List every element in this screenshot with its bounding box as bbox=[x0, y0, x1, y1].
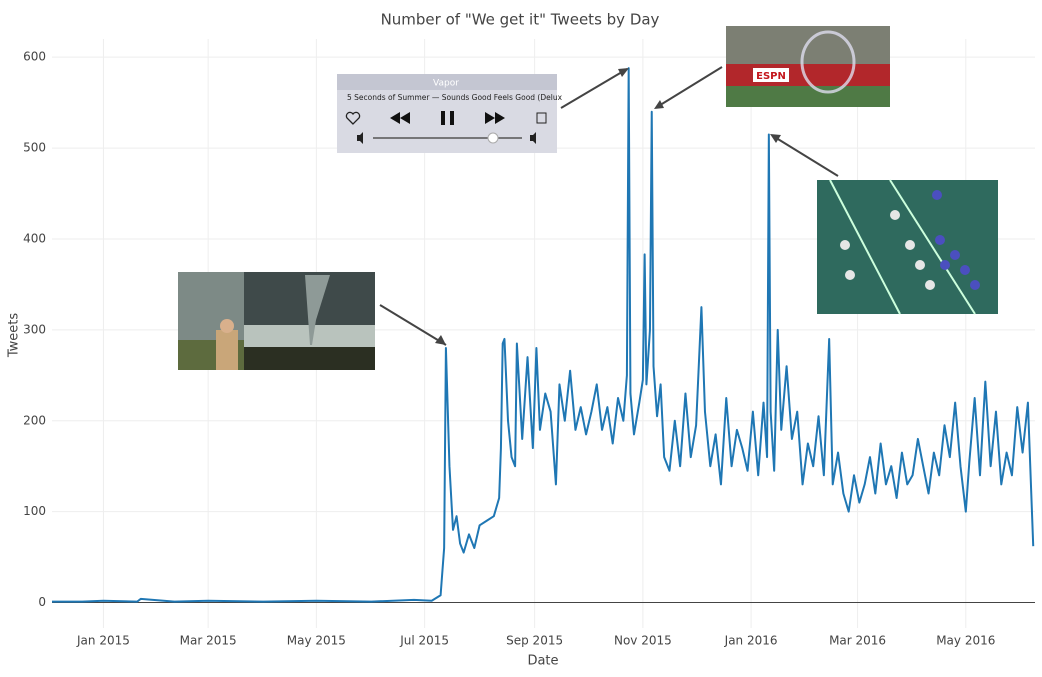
arrow bbox=[560, 68, 628, 109]
data-line bbox=[52, 67, 1035, 603]
y-tick-label: 100 bbox=[23, 504, 46, 518]
x-tick-label: Jul 2015 bbox=[399, 634, 449, 648]
espn-image: ESPN bbox=[726, 26, 890, 107]
x-tick-label: Mar 2016 bbox=[829, 634, 886, 648]
music-player-image: Vapor 5 Seconds of Summer — Sounds Good … bbox=[337, 74, 563, 153]
arrow bbox=[772, 135, 839, 177]
y-tick-label: 200 bbox=[23, 413, 46, 427]
x-tick-label: May 2015 bbox=[287, 634, 346, 648]
y-tick-label: 500 bbox=[23, 141, 46, 155]
x-tick-label: Mar 2015 bbox=[180, 634, 237, 648]
player-subtitle: 5 Seconds of Summer — Sounds Good Feels … bbox=[347, 93, 563, 102]
player-title: Vapor bbox=[433, 79, 459, 89]
tornado-image bbox=[178, 272, 375, 370]
chart-title: Number of "We get it" Tweets by Day bbox=[381, 11, 660, 29]
arrow-head bbox=[654, 100, 664, 109]
football-image bbox=[817, 179, 998, 315]
y-tick-label: 0 bbox=[38, 595, 46, 609]
y-axis-label: Tweets bbox=[7, 313, 22, 359]
x-tick-label: Sep 2015 bbox=[506, 634, 563, 648]
y-tick-label: 300 bbox=[23, 322, 46, 336]
espn-logo: ESPN bbox=[756, 71, 786, 82]
arrow bbox=[656, 66, 723, 108]
arrow-head bbox=[618, 68, 629, 77]
y-tick-label: 400 bbox=[23, 231, 46, 245]
annotation-layer: Vapor 5 Seconds of Summer — Sounds Good … bbox=[178, 26, 998, 370]
x-tick-label: Jan 2015 bbox=[76, 634, 130, 648]
arrow-head bbox=[770, 134, 781, 143]
arrow bbox=[379, 304, 447, 346]
x-tick-label: Nov 2015 bbox=[614, 634, 672, 648]
x-tick-label: May 2016 bbox=[936, 634, 995, 648]
y-tick-label: 600 bbox=[23, 50, 46, 64]
x-tick-label: Jan 2016 bbox=[724, 634, 778, 648]
arrow-head bbox=[435, 335, 446, 345]
x-axis-label: Date bbox=[527, 654, 558, 669]
